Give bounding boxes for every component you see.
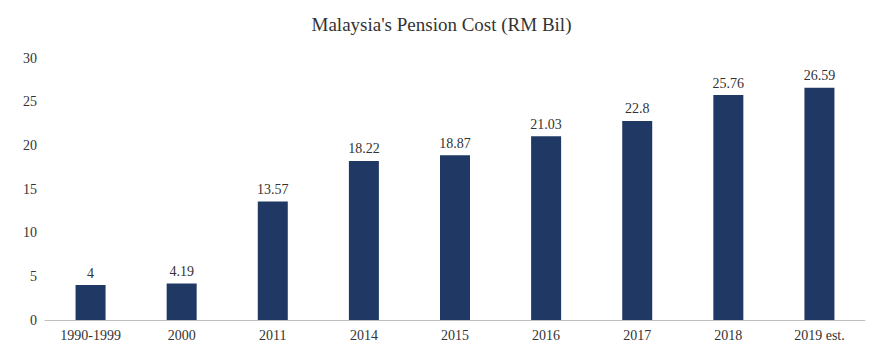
svg-text:2011: 2011 [259,328,286,343]
svg-text:15: 15 [23,182,37,197]
svg-text:25.76: 25.76 [713,76,745,91]
svg-text:13.57: 13.57 [257,182,289,197]
svg-text:21.03: 21.03 [530,117,562,132]
svg-text:18.87: 18.87 [439,136,471,151]
svg-text:2014: 2014 [350,328,378,343]
svg-text:18.22: 18.22 [348,141,380,156]
svg-text:26.59: 26.59 [804,68,836,83]
svg-text:4.19: 4.19 [169,264,194,279]
svg-text:5: 5 [30,269,37,284]
svg-text:Malaysia's Pension Cost (RM Bi: Malaysia's Pension Cost (RM Bil) [312,14,572,36]
svg-text:2019 est.: 2019 est. [794,328,845,343]
svg-text:2015: 2015 [441,328,469,343]
svg-text:10: 10 [23,225,37,240]
svg-text:22.8: 22.8 [625,101,650,116]
svg-text:2017: 2017 [623,328,651,343]
svg-text:4: 4 [87,266,94,281]
svg-text:0: 0 [30,313,37,328]
svg-text:30: 30 [23,51,37,66]
svg-text:2018: 2018 [714,328,742,343]
svg-text:2000: 2000 [168,328,196,343]
svg-text:2016: 2016 [532,328,560,343]
svg-text:25: 25 [23,94,37,109]
svg-text:20: 20 [23,138,37,153]
svg-text:1990-1999: 1990-1999 [60,328,121,343]
